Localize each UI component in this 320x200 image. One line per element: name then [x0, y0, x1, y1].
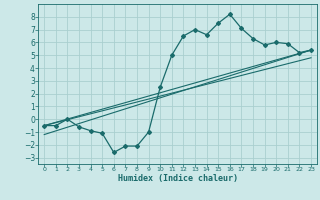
- X-axis label: Humidex (Indice chaleur): Humidex (Indice chaleur): [118, 174, 238, 183]
